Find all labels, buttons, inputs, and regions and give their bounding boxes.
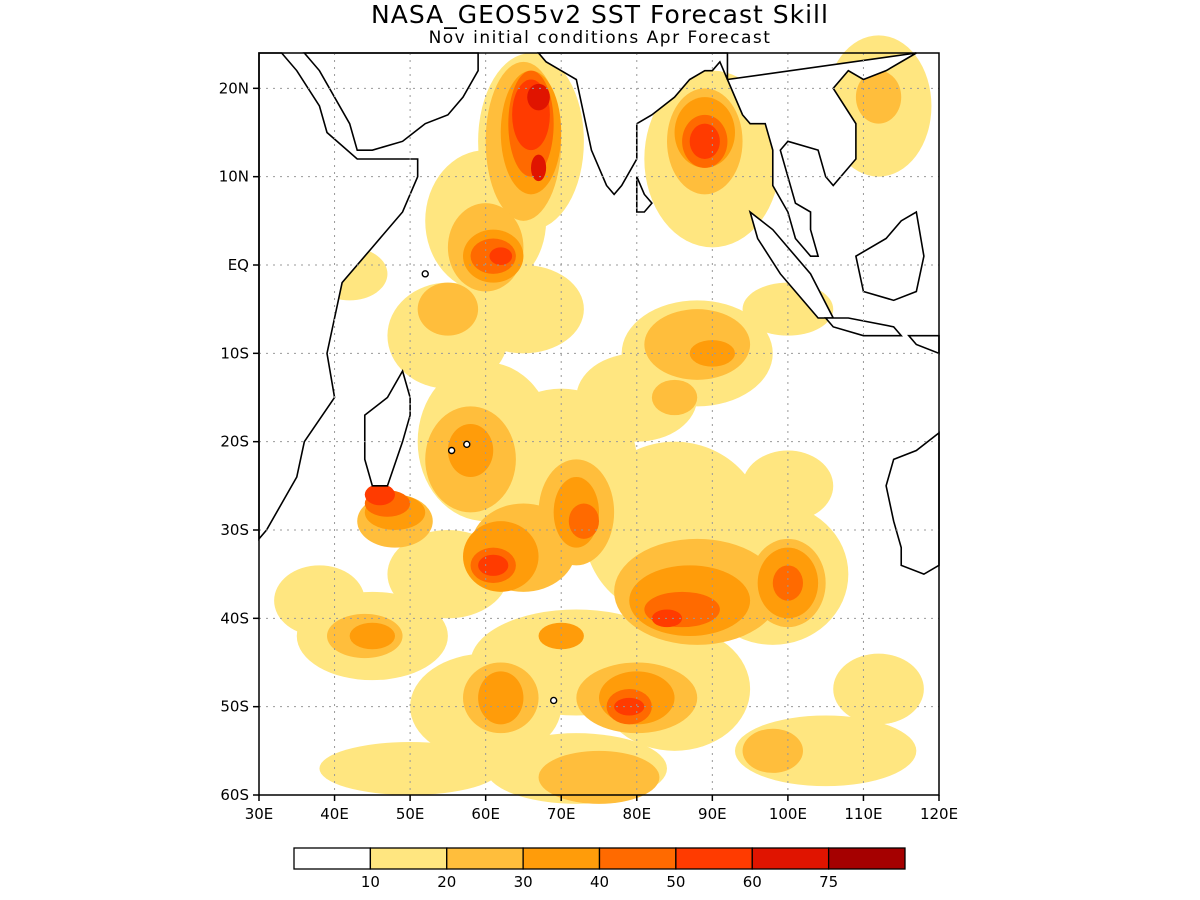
colorbar-label: 10 xyxy=(361,873,380,891)
skill-contour-level-5 xyxy=(689,123,720,159)
lat-tick-label: 40S xyxy=(220,609,249,627)
lat-tick-label: EQ xyxy=(228,256,249,274)
lon-tick-label: 40E xyxy=(320,805,349,823)
colorbar-swatch xyxy=(446,847,524,870)
island-0 xyxy=(447,446,456,455)
lon-tick-label: 120E xyxy=(920,805,958,823)
lon-tick-label: 100E xyxy=(769,805,807,823)
colorbar: 10 20 30 40 50 60 75 xyxy=(293,847,906,891)
landmass-6 xyxy=(854,210,925,302)
lat-tick-label: 20N xyxy=(219,79,249,97)
colorbar-swatch xyxy=(522,847,601,870)
skill-contour-level-1 xyxy=(742,450,834,522)
skill-contour-level-1 xyxy=(833,653,924,725)
colorbar-label: 75 xyxy=(819,873,838,891)
skill-contour-level-2 xyxy=(538,750,660,804)
skill-contour-level-5 xyxy=(614,697,645,716)
colorbar-label: 60 xyxy=(743,873,762,891)
lat-tick-label: 20S xyxy=(220,433,249,451)
skill-contour-level-6 xyxy=(531,154,547,182)
lon-tick-label: 50E xyxy=(396,805,425,823)
lat-tick-label: 60S xyxy=(220,786,249,804)
skill-contour-level-4 xyxy=(772,565,804,601)
landmass-8 xyxy=(885,431,940,576)
colorbar-swatch xyxy=(827,847,906,870)
skill-contour-level-2 xyxy=(417,282,479,336)
lat-tick-label: 10S xyxy=(220,344,249,362)
lon-tick-label: 110E xyxy=(844,805,882,823)
skill-contour-level-3 xyxy=(447,424,494,477)
lat-tick-label: 50S xyxy=(220,698,249,716)
landmass-9 xyxy=(363,368,411,487)
colorbar-swatch xyxy=(369,847,448,870)
island-2 xyxy=(549,696,558,705)
skill-contour-level-3 xyxy=(349,622,396,650)
skill-contour-level-2 xyxy=(742,728,803,773)
colorbar-label: 30 xyxy=(514,873,533,891)
colorbar-swatch xyxy=(675,847,753,870)
lon-tick-label: 80E xyxy=(622,805,651,823)
colorbar-label: 20 xyxy=(437,873,456,891)
skill-contour-level-6 xyxy=(527,83,550,111)
skill-contour-level-5 xyxy=(478,554,509,576)
island-1 xyxy=(463,440,471,449)
skill-contour-level-2 xyxy=(855,70,902,124)
colorbar-label: 50 xyxy=(666,873,685,891)
lat-tick-label: 30S xyxy=(220,521,249,539)
landmass-1 xyxy=(302,52,479,151)
skill-contour-level-4 xyxy=(568,503,600,539)
lon-tick-label: 30E xyxy=(245,805,274,823)
colorbar-swatch xyxy=(598,847,677,870)
skill-contour-level-2 xyxy=(651,379,698,416)
colorbar-swatch xyxy=(751,847,830,870)
island-3 xyxy=(421,270,429,278)
skill-contour-level-5 xyxy=(364,484,395,506)
plot-frame xyxy=(258,52,940,796)
skill-contour-level-3 xyxy=(689,340,735,367)
colorbar-swatch xyxy=(293,847,372,870)
landmass-7 xyxy=(907,334,940,355)
lat-tick-label: 10N xyxy=(219,168,249,186)
lon-tick-label: 70E xyxy=(547,805,576,823)
colorbar-label: 40 xyxy=(590,873,609,891)
landmass-3 xyxy=(726,52,917,257)
map-subtitle: Nov initial conditions Apr Forecast xyxy=(428,28,772,48)
lon-tick-label: 60E xyxy=(471,805,500,823)
skill-contour-level-3 xyxy=(478,671,524,725)
gridlines xyxy=(259,53,939,795)
lon-tick-label: 90E xyxy=(698,805,727,823)
skill-contours xyxy=(274,35,932,804)
skill-contour-level-5 xyxy=(489,247,513,265)
map-title: NASA_GEOS5v2 SST Forecast Skill xyxy=(371,0,829,29)
